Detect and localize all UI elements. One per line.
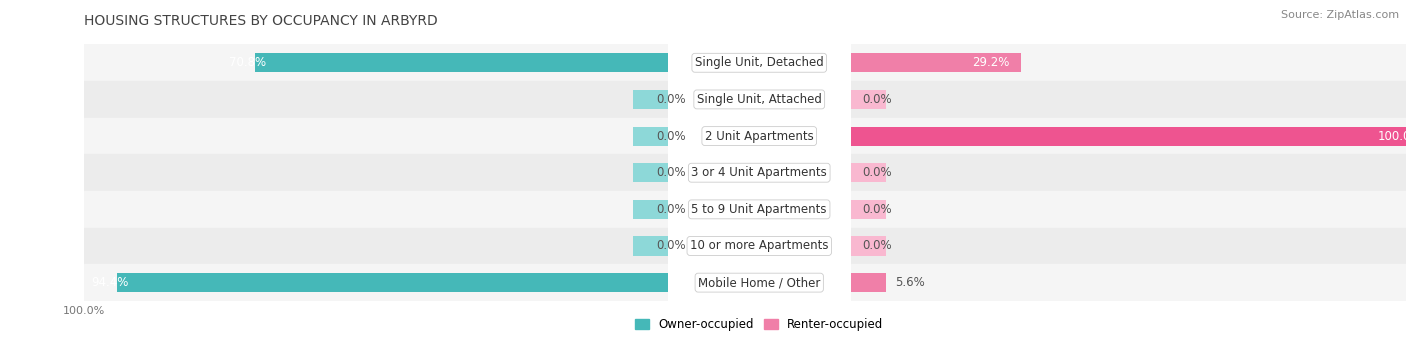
- Text: 5 to 9 Unit Apartments: 5 to 9 Unit Apartments: [692, 203, 827, 216]
- Text: 0.0%: 0.0%: [657, 203, 686, 216]
- Text: Single Unit, Detached: Single Unit, Detached: [695, 56, 824, 69]
- Text: 0.0%: 0.0%: [862, 166, 891, 179]
- Text: 70.8%: 70.8%: [229, 56, 266, 69]
- Text: 0.0%: 0.0%: [657, 166, 686, 179]
- Bar: [851, 264, 1406, 301]
- Text: 0.0%: 0.0%: [657, 93, 686, 106]
- Text: Mobile Home / Other: Mobile Home / Other: [697, 276, 821, 289]
- Bar: [851, 228, 1406, 264]
- Text: 100.0%: 100.0%: [1378, 130, 1406, 143]
- Legend: Owner-occupied, Renter-occupied: Owner-occupied, Renter-occupied: [630, 314, 889, 336]
- Text: 0.0%: 0.0%: [657, 239, 686, 252]
- Bar: [851, 273, 886, 292]
- Bar: [84, 118, 668, 154]
- Bar: [851, 200, 886, 219]
- Text: 2 Unit Apartments: 2 Unit Apartments: [704, 130, 814, 143]
- Bar: [633, 90, 668, 109]
- Bar: [84, 264, 668, 301]
- Text: Source: ZipAtlas.com: Source: ZipAtlas.com: [1281, 10, 1399, 20]
- Bar: [117, 273, 668, 292]
- Bar: [84, 154, 668, 191]
- Bar: [851, 81, 1406, 118]
- Bar: [851, 236, 886, 255]
- Bar: [851, 163, 886, 182]
- Bar: [84, 191, 668, 228]
- Bar: [851, 191, 1406, 228]
- Bar: [633, 236, 668, 255]
- Bar: [84, 44, 668, 81]
- Text: 3 or 4 Unit Apartments: 3 or 4 Unit Apartments: [692, 166, 827, 179]
- Text: 29.2%: 29.2%: [972, 56, 1010, 69]
- Bar: [254, 53, 668, 72]
- Bar: [633, 163, 668, 182]
- Text: 0.0%: 0.0%: [862, 239, 891, 252]
- Bar: [851, 127, 1406, 146]
- Bar: [84, 81, 668, 118]
- Bar: [633, 200, 668, 219]
- Text: 0.0%: 0.0%: [862, 203, 891, 216]
- Text: 94.4%: 94.4%: [91, 276, 129, 289]
- Bar: [851, 118, 1406, 154]
- Bar: [851, 44, 1406, 81]
- Text: 0.0%: 0.0%: [657, 130, 686, 143]
- Bar: [84, 228, 668, 264]
- Bar: [851, 53, 1021, 72]
- Bar: [851, 154, 1406, 191]
- Text: 10 or more Apartments: 10 or more Apartments: [690, 239, 828, 252]
- Bar: [633, 127, 668, 146]
- Text: 5.6%: 5.6%: [896, 276, 925, 289]
- Text: 0.0%: 0.0%: [862, 93, 891, 106]
- Bar: [851, 90, 886, 109]
- Text: Single Unit, Attached: Single Unit, Attached: [697, 93, 821, 106]
- Text: HOUSING STRUCTURES BY OCCUPANCY IN ARBYRD: HOUSING STRUCTURES BY OCCUPANCY IN ARBYR…: [84, 14, 439, 28]
